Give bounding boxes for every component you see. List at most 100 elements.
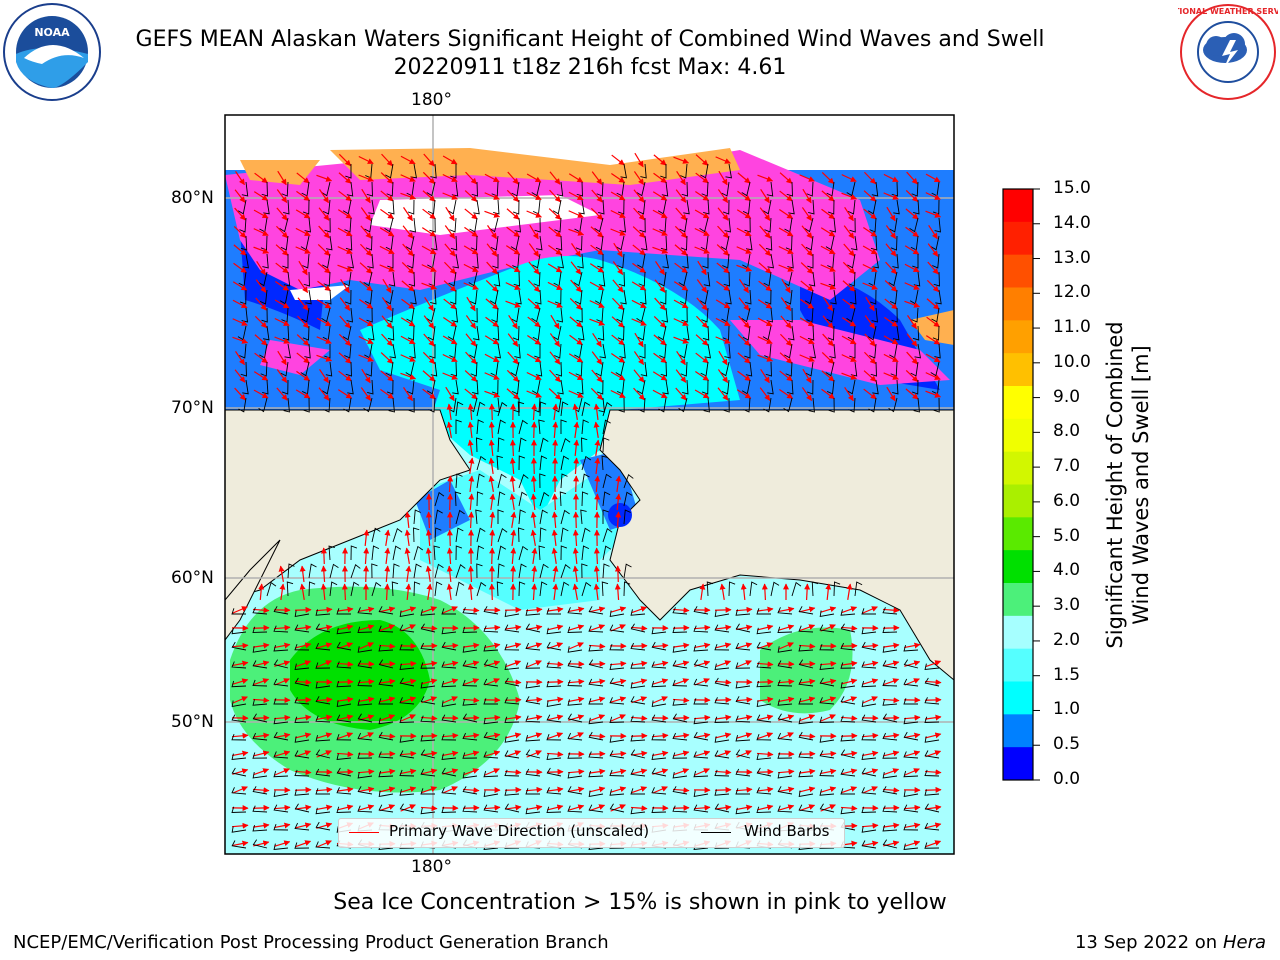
wave-direction-arrow	[654, 297, 666, 311]
wave-direction-arrow	[863, 370, 877, 382]
colorbar-tick-label: 11.0	[1053, 317, 1091, 338]
wind-barb	[557, 379, 564, 395]
wind-barb	[413, 509, 421, 525]
wave-direction-arrow	[591, 189, 603, 203]
wave-direction-arrow	[653, 154, 667, 166]
wind-barb	[413, 527, 420, 543]
wave-direction-arrow	[320, 583, 327, 601]
wave-direction-arrow	[673, 281, 689, 291]
wind-barb	[240, 361, 247, 377]
colorbar-segment	[1003, 583, 1033, 617]
wave-direction-arrow	[904, 263, 920, 273]
wave-direction-arrow	[319, 369, 329, 384]
wind-barb	[714, 643, 730, 651]
wind-barb	[819, 643, 835, 651]
wind-barb	[518, 491, 528, 507]
wave-direction-arrow	[297, 297, 309, 311]
wave-direction-arrow	[358, 624, 375, 631]
wave-direction-arrow	[486, 243, 498, 257]
wave-direction-arrow	[341, 583, 348, 601]
wave-direction-arrow	[529, 224, 539, 240]
wave-direction-arrow	[800, 298, 815, 310]
wave-direction-arrow	[488, 583, 495, 601]
wind-barb	[518, 437, 527, 453]
wave-direction-arrow	[253, 389, 269, 399]
wind-barb	[342, 325, 352, 341]
wave-direction-arrow	[504, 606, 522, 613]
wave-direction-arrow	[862, 263, 878, 273]
wave-direction-arrow	[655, 261, 665, 276]
wind-barb	[658, 397, 667, 413]
wave-direction-arrow	[886, 386, 896, 402]
colorbar-title-line-2: Wind Waves and Swell [m]	[1129, 345, 1153, 625]
colorbar-tick-label: 5.0	[1053, 525, 1081, 546]
colorbar-tick-label: 15.0	[1053, 178, 1091, 198]
wind-barb	[808, 397, 815, 413]
wind-barb	[595, 361, 604, 377]
wind-barb	[283, 199, 290, 215]
wind-barb	[336, 608, 351, 615]
wind-barb	[433, 545, 440, 561]
wind-barb	[567, 607, 583, 615]
wind-barb	[723, 397, 730, 413]
wave-direction-arrow	[359, 280, 373, 292]
lon-label-bottom: 180°	[411, 857, 452, 877]
wind-barb	[476, 437, 483, 453]
wind-barb	[279, 217, 289, 233]
wave-direction-arrow	[821, 352, 835, 364]
alaska-land	[599, 409, 954, 681]
wind-barb	[294, 663, 310, 670]
wave-direction-arrow	[594, 475, 601, 493]
wind-barb	[724, 217, 731, 233]
wind-barb	[231, 661, 247, 669]
wave-direction-arrow	[485, 280, 499, 292]
wind-barb	[378, 606, 394, 615]
wind-barb	[854, 581, 863, 597]
wave-direction-arrow	[384, 583, 391, 601]
wave-direction-arrow	[780, 315, 792, 329]
wind-barb	[699, 289, 709, 305]
wind-barb	[783, 271, 793, 287]
wave-direction-arrow	[863, 208, 877, 220]
wind-barb	[455, 527, 464, 543]
wind-barb	[539, 437, 549, 453]
wave-direction-arrow	[485, 298, 499, 310]
wave-direction-arrow	[358, 335, 374, 345]
wave-direction-arrow	[653, 316, 667, 328]
wave-direction-arrow	[590, 207, 604, 221]
wind-barb	[765, 361, 772, 377]
wind-barb	[693, 625, 709, 633]
wind-barb	[882, 607, 898, 615]
wind-barb	[617, 253, 625, 269]
wave-direction-arrow	[756, 768, 774, 775]
wind-barb	[231, 608, 246, 615]
wind-barb	[913, 199, 920, 215]
wave-direction-arrow	[337, 227, 353, 237]
wave-direction-arrow	[256, 260, 266, 276]
wave-direction-arrow	[610, 228, 626, 236]
wind-barb	[890, 235, 898, 251]
wave-direction-arrow	[633, 351, 645, 366]
wave-direction-arrow	[737, 190, 751, 202]
wave-direction-arrow	[295, 642, 312, 649]
wind-barb	[662, 253, 669, 269]
wind-barb	[609, 624, 625, 633]
wind-barb	[511, 307, 520, 323]
wave-direction-arrow	[820, 227, 836, 237]
wind-barb	[869, 289, 877, 305]
wave-direction-arrow	[736, 389, 752, 399]
wind-barb	[538, 545, 545, 561]
wave-direction-arrow	[295, 389, 311, 399]
wave-direction-arrow	[926, 298, 940, 310]
wave-direction-arrow	[255, 279, 267, 293]
wave-direction-arrow	[336, 678, 354, 685]
wave-direction-arrow	[717, 225, 729, 239]
wave-direction-arrow	[235, 351, 245, 366]
wave-direction-arrow	[634, 332, 644, 348]
wave-direction-arrow	[507, 171, 519, 185]
wave-direction-arrow	[296, 352, 310, 364]
colorbar-tick-label: 1.5	[1053, 664, 1081, 685]
wave-direction-arrow	[275, 262, 289, 274]
wave-direction-arrow	[483, 624, 501, 631]
wave-direction-arrow	[864, 171, 876, 185]
